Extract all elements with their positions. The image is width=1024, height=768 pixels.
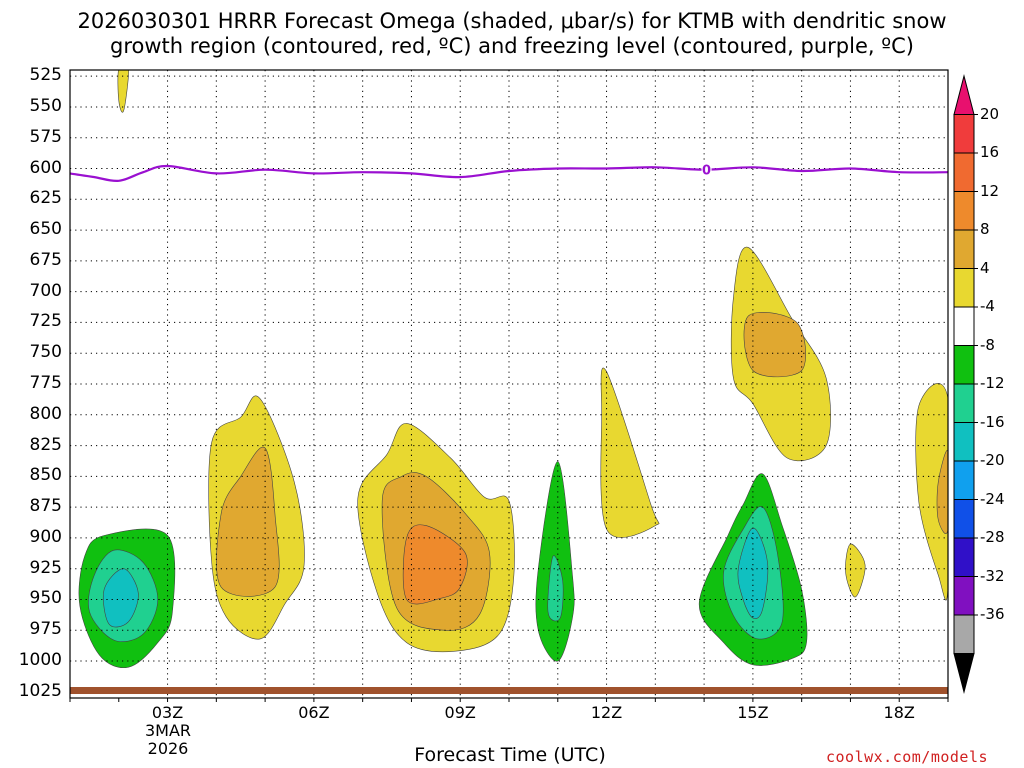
y-tick-label: 825 (29, 434, 62, 455)
omega-shading (78, 70, 948, 668)
chart-title-line2: growth region (contoured, red, ºC) and f… (110, 34, 914, 58)
y-tick-label: 775 (29, 373, 62, 393)
chart-title-line1: 2026030301 HRRR Forecast Omega (shaded, … (77, 9, 947, 33)
freezing-label-bg (701, 161, 712, 178)
colorbar-label: -20 (980, 451, 1005, 469)
y-tick-label: 700 (29, 280, 62, 301)
colorbar-swatch-11 (953, 499, 975, 539)
colorbar-swatch-2 (953, 152, 975, 192)
x-tick-label: 12Z (590, 703, 623, 722)
freezing-level-label: 0 (702, 164, 711, 179)
date-label-year: 2026 (147, 739, 189, 758)
x-tick-marks (69, 698, 949, 702)
y-tick-label: 575 (29, 126, 62, 147)
x-tick-label: 06Z (298, 703, 330, 722)
x-tick-label: 15Z (737, 703, 769, 722)
omega-region-8 (743, 312, 807, 378)
colorbar-swatch-14 (953, 614, 975, 654)
y-tick-label: 725 (29, 311, 62, 332)
x-tick-label: 09Z (444, 703, 476, 722)
x-tick-label: 18Z (883, 703, 915, 722)
y-tick-label: 850 (29, 465, 62, 486)
colorbar-swatch-7 (953, 345, 975, 385)
credit-text: coolwx.com/models (826, 748, 989, 766)
colorbar-label: -32 (980, 566, 1005, 585)
y-tick-label: 875 (29, 496, 62, 517)
omega-region-16 (547, 555, 564, 622)
colorbar-swatch-5 (953, 268, 975, 308)
colorbar-swatch-8 (953, 383, 975, 423)
colorbar-label: -4 (980, 297, 995, 315)
colorbar-label: 20 (980, 104, 1000, 123)
colorbar-swatch-12 (953, 537, 975, 577)
colorbar-swatch-13 (953, 576, 975, 616)
y-tick-label: 600 (29, 157, 62, 178)
colorbar-label: 16 (980, 143, 1000, 161)
surface-terrain (70, 687, 948, 694)
colorbar-cap-top (953, 74, 975, 115)
y-tick-label: 925 (29, 557, 62, 578)
y-tick-label: 525 (29, 65, 62, 86)
colorbar-label: -16 (980, 412, 1005, 431)
y-tick-label: 1025 (18, 680, 62, 701)
colorbar-label: 12 (980, 181, 1000, 200)
omega-region-0 (117, 70, 129, 113)
omega-region-6 (600, 367, 660, 538)
colorbar-label: -36 (980, 605, 1005, 623)
colorbar-label: -24 (980, 489, 1005, 508)
date-label-month: 3MAR (144, 721, 192, 740)
colorbar-label: -8 (980, 335, 995, 354)
colorbar-swatch-1 (953, 114, 975, 154)
omega-region-5 (402, 524, 468, 605)
surface-bar (70, 687, 948, 694)
x-tick-label: 03Z (151, 703, 184, 722)
y-tick-label: 650 (29, 219, 62, 240)
colorbar-label: -28 (980, 528, 1005, 546)
y-tick-label: 625 (29, 188, 62, 209)
omega-region-9 (845, 543, 866, 598)
colorbar-cap-bottom (953, 653, 975, 694)
grid-lines (70, 70, 948, 698)
x-axis-label: Forecast Time (UTC) (414, 744, 606, 766)
y-tick-label: 900 (29, 526, 62, 547)
colorbar-swatch-3 (953, 191, 975, 231)
colorbar-swatch-9 (953, 422, 975, 462)
y-tick-label: 1000 (18, 650, 62, 671)
colorbar-label: -12 (980, 374, 1005, 392)
y-tick-label: 950 (29, 588, 62, 609)
y-tick-label: 550 (29, 95, 62, 116)
colorbar-swatch-10 (953, 460, 975, 500)
y-tick-label: 750 (29, 342, 62, 363)
colorbar-label: 4 (980, 258, 990, 277)
colorbar (953, 74, 978, 694)
y-tick-label: 975 (29, 619, 62, 640)
y-tick-label: 675 (29, 249, 62, 270)
freezing-level-line (69, 164, 949, 183)
omega-region-10 (915, 383, 948, 601)
omega-region-11 (936, 450, 948, 534)
omega-region-2 (216, 446, 280, 597)
y-tick-label: 800 (29, 403, 62, 424)
colorbar-swatch-4 (953, 229, 975, 269)
colorbar-swatch-6 (953, 306, 975, 346)
colorbar-label: 8 (980, 220, 990, 238)
